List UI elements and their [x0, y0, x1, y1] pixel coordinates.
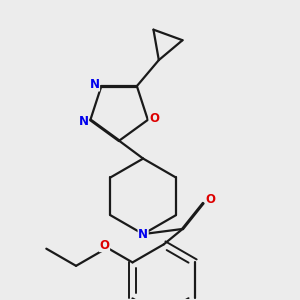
Text: O: O — [149, 112, 159, 124]
Text: N: N — [89, 78, 100, 91]
Text: N: N — [79, 115, 88, 128]
Text: N: N — [138, 228, 148, 241]
Text: O: O — [100, 238, 110, 252]
Text: O: O — [206, 193, 216, 206]
